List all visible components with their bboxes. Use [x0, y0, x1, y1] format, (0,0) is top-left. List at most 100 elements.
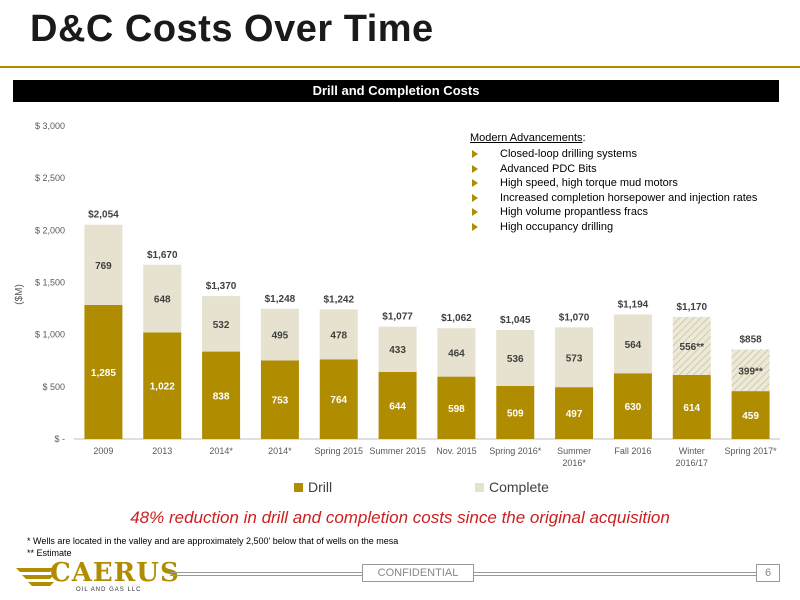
data-label-complete: 495	[272, 331, 289, 342]
bar-drill	[672, 374, 711, 439]
page-number: 6	[756, 564, 780, 582]
data-label-drill: 1,022	[150, 382, 175, 393]
wing-icon	[16, 568, 54, 586]
x-tick-label: Spring 2015	[314, 446, 363, 456]
y-tick-label: $ 3,000	[35, 121, 65, 131]
data-label-total: $1,370	[206, 281, 237, 292]
data-label-total: $1,070	[559, 312, 590, 323]
bullet-arrow-icon	[472, 150, 478, 158]
data-label-drill: 753	[272, 396, 289, 407]
y-tick-label: $ 1,500	[35, 278, 65, 288]
bar-complete	[143, 264, 182, 333]
advancement-item: Closed-loop drilling systems	[470, 147, 757, 162]
advancement-item: High volume propantless fracs	[470, 205, 757, 220]
bar-drill	[260, 360, 299, 439]
bar-complete	[319, 309, 358, 360]
bullet-arrow-icon	[472, 179, 478, 188]
x-tick-label: Nov. 2015	[436, 446, 476, 456]
data-label-drill: 630	[625, 402, 642, 413]
advancement-text: Advanced PDC Bits	[500, 162, 597, 175]
bullet-arrow-icon	[472, 193, 478, 202]
page-title: D&C Costs Over Time	[30, 8, 434, 50]
x-tick-label: Spring 2016*	[489, 446, 542, 456]
bar-drill	[84, 304, 123, 439]
legend-label-complete: Complete	[489, 479, 549, 495]
bar-complete	[202, 296, 241, 352]
footnote-valley: * Wells are located in the valley and ar…	[27, 536, 399, 546]
data-label-drill: 459	[742, 411, 759, 422]
bar-drill	[613, 373, 652, 439]
data-label-drill: 764	[330, 395, 347, 406]
advancements-heading: Modern Advancements:	[470, 132, 586, 144]
bar-drill	[319, 359, 358, 439]
data-label-complete: 769	[95, 261, 112, 272]
bar-drill	[202, 351, 241, 439]
advancement-item: Increased completion horsepower and inje…	[470, 191, 757, 206]
advancement-text: Closed-loop drilling systems	[500, 148, 637, 160]
data-label-total: $1,248	[265, 294, 296, 305]
y-tick-label: $ 1,000	[35, 330, 65, 340]
data-label-complete: 532	[213, 320, 230, 331]
data-label-total: $1,170	[676, 302, 707, 313]
y-axis-title: ($M)	[14, 284, 25, 305]
footer-rule	[170, 572, 780, 573]
bar-drill	[496, 385, 535, 439]
data-label-drill: 598	[448, 404, 465, 415]
data-label-complete: 648	[154, 295, 171, 306]
company-logo: CAERUS OIL AND GAS LLC	[14, 556, 179, 598]
legend-swatch-drill	[294, 483, 303, 492]
legend-swatch-complete	[475, 483, 484, 492]
bullet-arrow-icon	[472, 208, 478, 217]
data-label-total: $1,062	[441, 313, 472, 324]
data-label-total: $858	[739, 334, 762, 345]
data-label-drill: 509	[507, 408, 524, 419]
bar-complete	[84, 224, 123, 305]
data-label-drill: 838	[213, 391, 230, 402]
x-tick-label: Summer 2015	[369, 446, 426, 456]
data-label-complete: 564	[625, 340, 642, 351]
data-label-total: $1,077	[382, 312, 413, 323]
x-tick-label: 2014*	[268, 446, 292, 456]
bar-drill	[437, 376, 476, 439]
advancement-item: High speed, high torque mud motors	[470, 176, 757, 191]
y-tick-label: $ -	[54, 434, 65, 444]
advancement-text: High speed, high torque mud motors	[500, 177, 678, 190]
data-label-complete: 556**	[680, 342, 705, 353]
bar-drill	[731, 391, 770, 439]
bar-complete	[260, 308, 299, 361]
advancement-item: Advanced PDC Bits	[470, 162, 757, 177]
x-tick-label: 2014*	[209, 446, 233, 456]
bar-complete-estimate	[731, 349, 770, 392]
data-label-total: $1,194	[618, 299, 649, 310]
data-label-complete: 464	[448, 348, 465, 359]
x-tick-label: Fall 2016	[614, 446, 651, 456]
y-tick-label: $ 500	[42, 382, 65, 392]
logo-text: CAERUS	[50, 558, 180, 588]
data-label-drill: 614	[683, 403, 700, 414]
bullet-arrow-icon	[472, 164, 478, 173]
x-tick-label: Winter 2016/17	[675, 446, 708, 468]
bar-complete	[437, 328, 476, 377]
bar-drill	[378, 371, 417, 439]
data-label-total: $1,045	[500, 315, 531, 326]
data-label-total: $1,242	[323, 294, 354, 305]
footnote-estimate: ** Estimate	[27, 548, 72, 558]
advancement-text: High occupancy drilling	[500, 220, 614, 233]
logo-subtitle: OIL AND GAS LLC	[76, 587, 142, 593]
x-tick-label: Spring 2017*	[725, 446, 778, 456]
footer-rule-secondary	[170, 575, 780, 576]
bar-complete	[378, 326, 417, 372]
data-label-complete: 399**	[738, 366, 763, 377]
bar-complete	[496, 329, 535, 386]
y-tick-label: $ 2,000	[35, 225, 65, 235]
stacked-bar-chart: $ - $ 500 $ 1,000 $ 1,500 $ 2,000 $ 2,500 $ 3,…	[14, 121, 780, 495]
data-label-complete: 433	[389, 345, 406, 356]
title-divider	[0, 66, 800, 68]
advancement-text: Increased completion horsepower and inje…	[500, 191, 758, 204]
x-tick-label: 2009	[93, 446, 113, 456]
x-tick-label: 2013	[152, 446, 172, 456]
data-label-complete: 536	[507, 354, 524, 365]
data-label-complete: 478	[330, 330, 347, 341]
advancements-panel: Modern Advancements: Closed-loop drillin…	[470, 132, 757, 235]
headline-text: 48% reduction in drill and completion co…	[130, 508, 670, 527]
